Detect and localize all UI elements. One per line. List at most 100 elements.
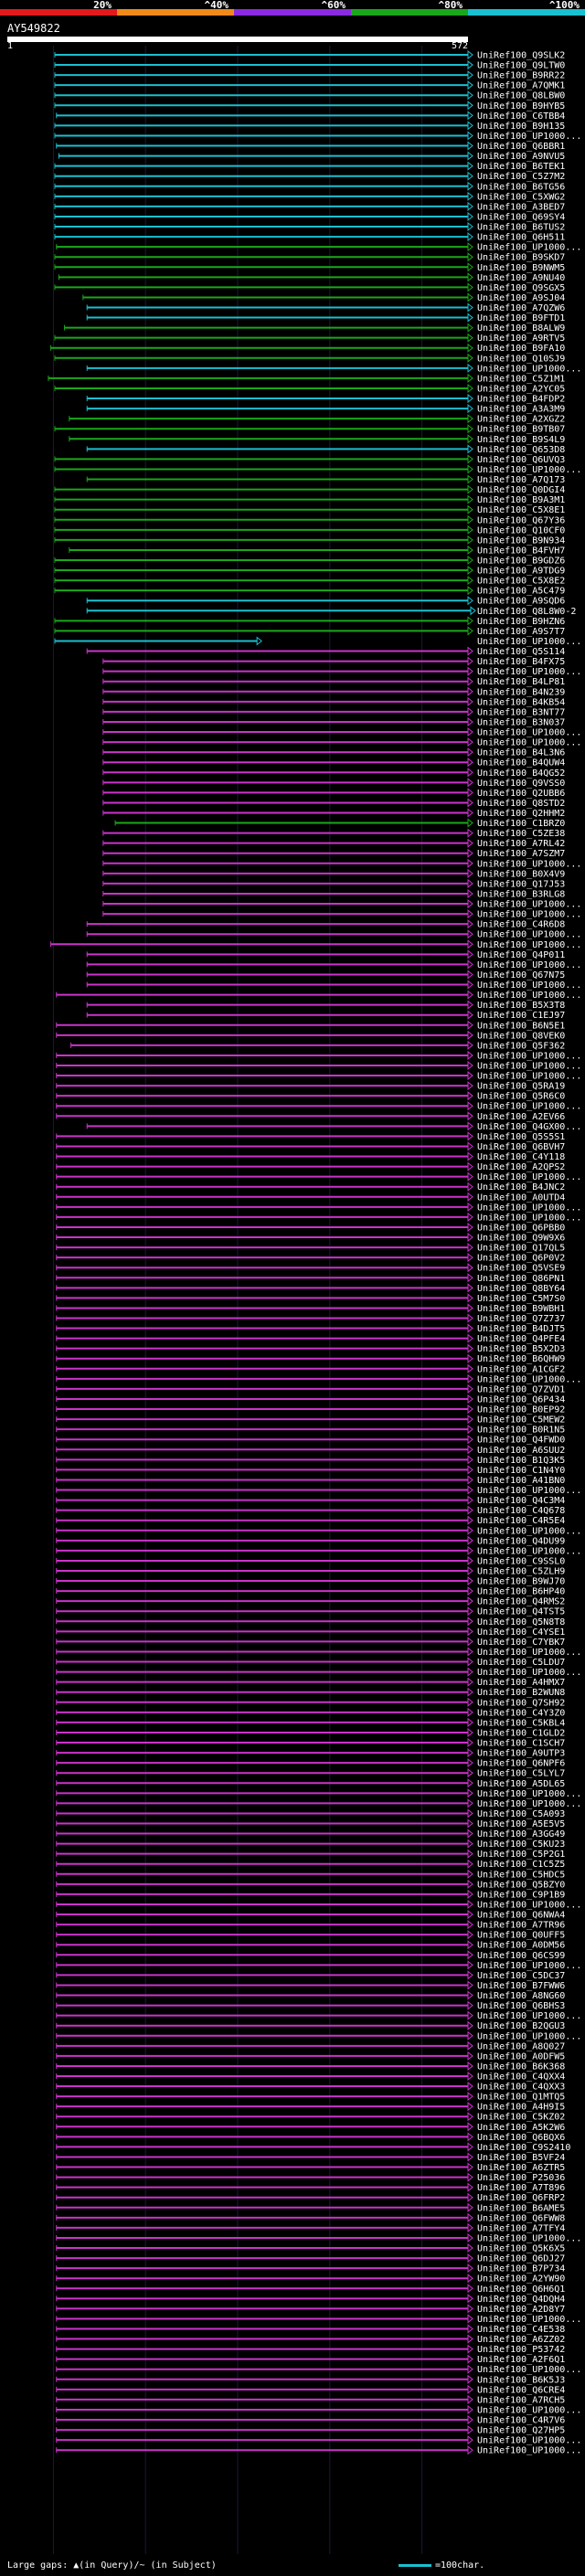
hit-label[interactable]: UniRef100_Q6BBR1 xyxy=(477,142,565,152)
hit-label[interactable]: UniRef100_A3BED7 xyxy=(477,202,565,212)
hit-label[interactable]: UniRef100_Q67Y36 xyxy=(477,515,565,525)
hit-label[interactable]: UniRef100_Q86PN1 xyxy=(477,1274,565,1284)
hit-label[interactable]: UniRef100_C4Q678 xyxy=(477,1506,565,1516)
hit-label[interactable]: UniRef100_A5DL65 xyxy=(477,1779,565,1789)
hit-label[interactable]: UniRef100_B4QUW4 xyxy=(477,758,565,769)
hit-label[interactable]: UniRef100_B4FDP2 xyxy=(477,395,565,405)
hit-label[interactable]: UniRef100_Q6UVQ3 xyxy=(477,455,565,465)
hit-label[interactable]: UniRef100_A7SZM7 xyxy=(477,849,565,859)
hit-label[interactable]: UniRef100_B4JNC2 xyxy=(477,1182,565,1193)
hit-label[interactable]: UniRef100_B0EP92 xyxy=(477,1405,565,1415)
hit-label[interactable]: UniRef100_C4R7V6 xyxy=(477,2416,565,2426)
hit-label[interactable]: UniRef100_A7QMK1 xyxy=(477,81,565,91)
hit-label[interactable]: UniRef100_B3NT77 xyxy=(477,707,565,717)
hit-label[interactable]: UniRef100_A2EV66 xyxy=(477,1112,565,1122)
hit-label[interactable]: UniRef100_UP1000... xyxy=(477,900,581,910)
hit-label[interactable]: UniRef100_A7QZW6 xyxy=(477,303,565,313)
hit-label[interactable]: UniRef100_Q7ZVD1 xyxy=(477,1384,565,1394)
hit-label[interactable]: UniRef100_Q1MTQ5 xyxy=(477,2093,565,2103)
hit-label[interactable]: UniRef100_A9UTP3 xyxy=(477,1749,565,1759)
hit-label[interactable]: UniRef100_C5XWG2 xyxy=(477,192,565,202)
hit-label[interactable]: UniRef100_C4R6D8 xyxy=(477,920,565,930)
hit-label[interactable]: UniRef100_A9TDG9 xyxy=(477,567,565,577)
hit-label[interactable]: UniRef100_Q6FWW8 xyxy=(477,2213,565,2223)
hit-label[interactable]: UniRef100_Q4DU99 xyxy=(477,1536,565,1546)
hit-label[interactable]: UniRef100_A3GG49 xyxy=(477,1829,565,1839)
hit-label[interactable]: UniRef100_A2YC05 xyxy=(477,384,565,394)
hit-label[interactable]: UniRef100_UP1000... xyxy=(477,465,581,475)
hit-label[interactable]: UniRef100_A9SJ04 xyxy=(477,293,565,303)
hit-label[interactable]: UniRef100_UP1000... xyxy=(477,2315,581,2325)
hit-label[interactable]: UniRef100_B5X2D3 xyxy=(477,1344,565,1354)
hit-label[interactable]: UniRef100_Q0DGI4 xyxy=(477,485,565,495)
hit-label[interactable]: UniRef100_B6AME5 xyxy=(477,2203,565,2213)
hit-label[interactable]: UniRef100_B9RR22 xyxy=(477,71,565,81)
hit-label[interactable]: UniRef100_A7Q173 xyxy=(477,475,565,485)
hit-label[interactable]: UniRef100_B0X4V9 xyxy=(477,869,565,879)
hit-label[interactable]: UniRef100_B4LP81 xyxy=(477,677,565,687)
hit-label[interactable]: UniRef100_B6N5E1 xyxy=(477,1021,565,1031)
hit-label[interactable]: UniRef100_UP1000... xyxy=(477,991,581,1001)
hit-label[interactable]: UniRef100_Q5S114 xyxy=(477,647,565,657)
hit-label[interactable]: UniRef100_P25036 xyxy=(477,2173,565,2183)
hit-label[interactable]: UniRef100_C5P2G1 xyxy=(477,1850,565,1860)
hit-label[interactable]: UniRef100_UP1000... xyxy=(477,2436,581,2446)
hit-label[interactable]: UniRef100_C5X8E1 xyxy=(477,505,565,515)
hit-label[interactable]: UniRef100_A3A3M9 xyxy=(477,405,565,415)
hit-label[interactable]: UniRef100_C5X8E2 xyxy=(477,577,565,587)
hit-label[interactable]: UniRef100_A6SUU2 xyxy=(477,1446,565,1456)
hit-label[interactable]: UniRef100_B9WBH1 xyxy=(477,1304,565,1314)
hit-label[interactable]: UniRef100_C5KBL4 xyxy=(477,1718,565,1728)
hit-label[interactable]: UniRef100_A4H9I5 xyxy=(477,2103,565,2113)
hit-label[interactable]: UniRef100_B3N037 xyxy=(477,717,565,727)
hit-label[interactable]: UniRef100_B9A3M1 xyxy=(477,495,565,505)
hit-label[interactable]: UniRef100_B9NWM5 xyxy=(477,263,565,273)
hit-label[interactable]: UniRef100_C4Y118 xyxy=(477,1152,565,1162)
hit-label[interactable]: UniRef100_Q6BHS3 xyxy=(477,2001,565,2011)
hit-label[interactable]: UniRef100_Q69SY4 xyxy=(477,212,565,222)
hit-label[interactable]: UniRef100_UP1000... xyxy=(477,1374,581,1384)
hit-label[interactable]: UniRef100_UP1000... xyxy=(477,667,581,677)
hit-label[interactable]: UniRef100_C5ZE38 xyxy=(477,829,565,839)
hit-label[interactable]: UniRef100_A2YW90 xyxy=(477,2274,565,2284)
hit-label[interactable]: UniRef100_UP1000... xyxy=(477,132,581,142)
hit-label[interactable]: UniRef100_B2QGU3 xyxy=(477,2021,565,2031)
hit-label[interactable]: UniRef100_Q6DJ27 xyxy=(477,2254,565,2264)
hit-label[interactable]: UniRef100_Q8LBW0 xyxy=(477,91,565,101)
hit-label[interactable]: UniRef100_UP1000... xyxy=(477,1203,581,1213)
hit-label[interactable]: UniRef100_UP1000... xyxy=(477,1051,581,1061)
hit-label[interactable]: UniRef100_UP1000... xyxy=(477,1789,581,1799)
hit-label[interactable]: UniRef100_C5MEW2 xyxy=(477,1415,565,1426)
hit-label[interactable]: UniRef100_Q4TST5 xyxy=(477,1607,565,1617)
hit-label[interactable]: UniRef100_Q0UFF5 xyxy=(477,1931,565,1941)
hit-label[interactable]: UniRef100_B6HP40 xyxy=(477,1587,565,1597)
hit-label[interactable]: UniRef100_A7RCH5 xyxy=(477,2395,565,2405)
hit-label[interactable]: UniRef100_UP1000... xyxy=(477,1648,581,1658)
hit-label[interactable]: UniRef100_Q653D8 xyxy=(477,445,565,455)
hit-label[interactable]: UniRef100_Q6NPF6 xyxy=(477,1759,565,1769)
hit-label[interactable]: UniRef100_UP1000... xyxy=(477,859,581,869)
hit-label[interactable]: UniRef100_A5K2W6 xyxy=(477,2123,565,2133)
hit-label[interactable]: UniRef100_UP1000... xyxy=(477,940,581,950)
hit-label[interactable]: UniRef100_Q6NWA4 xyxy=(477,1911,565,1921)
hit-label[interactable]: UniRef100_Q17J53 xyxy=(477,879,565,889)
hit-label[interactable]: UniRef100_B4KB54 xyxy=(477,697,565,707)
hit-label[interactable]: UniRef100_C6TBB4 xyxy=(477,111,565,122)
hit-label[interactable]: UniRef100_UP1000... xyxy=(477,2031,581,2041)
hit-label[interactable]: UniRef100_A9NVU5 xyxy=(477,152,565,162)
hit-label[interactable]: UniRef100_Q6CRE4 xyxy=(477,2385,565,2395)
hit-label[interactable]: UniRef100_Q6CS99 xyxy=(477,1951,565,1961)
hit-label[interactable]: UniRef100_B6K5J3 xyxy=(477,2375,565,2385)
hit-label[interactable]: UniRef100_C1SCH7 xyxy=(477,1739,565,1749)
hit-label[interactable]: UniRef100_C5LYL7 xyxy=(477,1769,565,1779)
hit-label[interactable]: UniRef100_C5KZ02 xyxy=(477,2113,565,2123)
hit-label[interactable]: UniRef100_Q4PFE4 xyxy=(477,1334,565,1344)
hit-label[interactable]: UniRef100_C9SSL0 xyxy=(477,1556,565,1566)
hit-label[interactable]: UniRef100_Q6BVH7 xyxy=(477,1142,565,1152)
hit-label[interactable]: UniRef100_Q9LTW0 xyxy=(477,61,565,71)
hit-label[interactable]: UniRef100_B6QHW9 xyxy=(477,1354,565,1364)
hit-label[interactable]: UniRef100_Q5N8T8 xyxy=(477,1617,565,1627)
hit-label[interactable]: UniRef100_Q6BQX6 xyxy=(477,2133,565,2143)
hit-label[interactable]: UniRef100_Q10CF0 xyxy=(477,525,565,535)
hit-label[interactable]: UniRef100_UP1000... xyxy=(477,981,581,991)
